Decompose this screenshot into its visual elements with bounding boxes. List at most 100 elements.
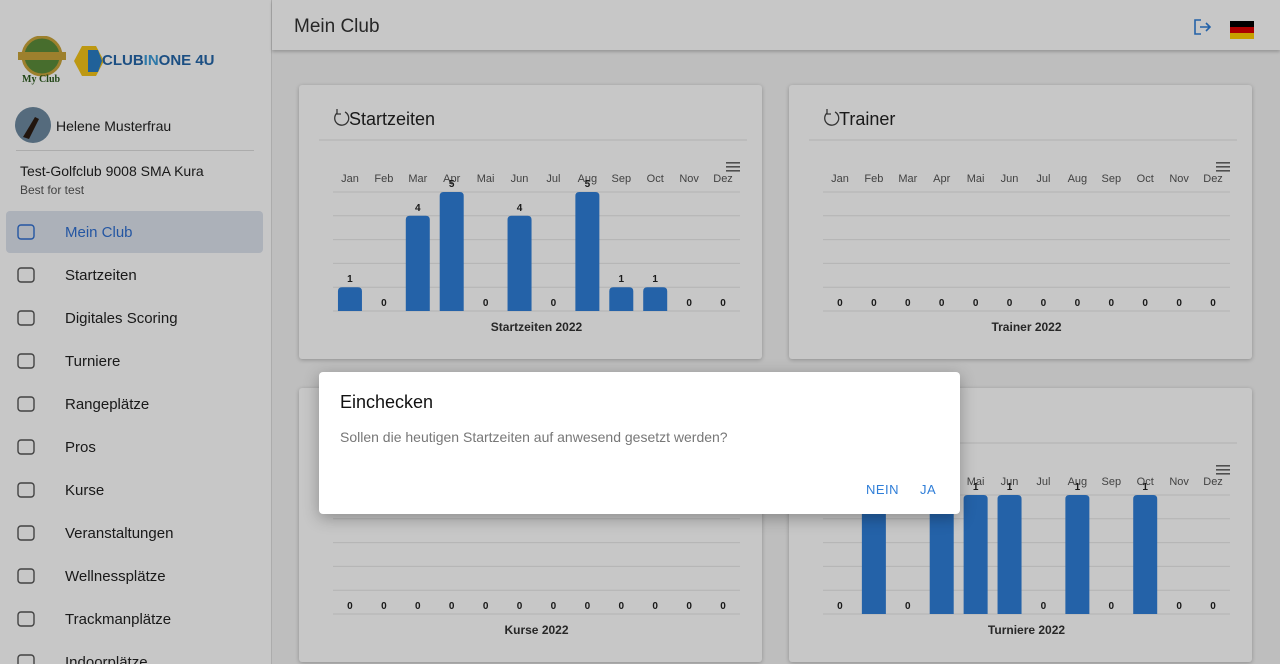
bar xyxy=(439,192,464,311)
menu-label: Startzeiten xyxy=(65,267,137,284)
club-subtitle: Best for test xyxy=(20,183,85,197)
x-tick-label: Jul xyxy=(546,173,560,185)
data-label: 0 xyxy=(1210,298,1216,309)
chart-card: Trainer Jan 0 Feb 0 Mar 0 Apr 0 Mai 0 Jun 0 Jul 0 Aug 0 S… xyxy=(789,85,1252,359)
chart-menu-icon xyxy=(1216,465,1230,467)
menu-item[interactable]: Veranstaltungen xyxy=(6,512,263,554)
menu-item[interactable]: Kurse xyxy=(6,469,263,511)
data-label: 0 xyxy=(939,298,945,309)
logo-badge-text: My Club xyxy=(22,74,61,85)
card-title: Startzeiten xyxy=(349,109,435,129)
x-tick-label: Jun xyxy=(1001,476,1019,488)
data-label: 0 xyxy=(837,298,843,309)
menu-item[interactable]: Rangeplätze xyxy=(6,383,263,425)
card-title: Trainer xyxy=(839,109,895,129)
x-tick-label: Oct xyxy=(1137,476,1154,488)
chart: Trainer Jan 0 Feb 0 Mar 0 Apr 0 Mai 0 Jun 0 Jul 0 Aug 0 S… xyxy=(809,109,1237,334)
menu-item[interactable]: Digitales Scoring xyxy=(6,297,263,339)
x-tick-label: Jul xyxy=(1036,173,1050,185)
x-tick-label: Mai xyxy=(967,173,985,185)
bar xyxy=(1065,495,1090,614)
x-tick-label: Oct xyxy=(1137,173,1154,185)
data-label: 0 xyxy=(871,298,877,309)
menu-icon xyxy=(17,611,35,627)
bar xyxy=(575,192,600,311)
data-label: 0 xyxy=(449,601,455,612)
menu-icon xyxy=(17,439,35,455)
icon-shape xyxy=(17,353,35,369)
menu-label: Pros xyxy=(65,439,96,456)
logo-mark xyxy=(74,46,104,76)
menu-item[interactable]: Trackmanplätze xyxy=(6,598,263,640)
bar xyxy=(1133,495,1158,614)
logo-brand: CLUBINONE 4U xyxy=(102,52,215,69)
data-label: 4 xyxy=(415,203,421,214)
x-tick-label: Mar xyxy=(898,173,917,185)
data-label: 0 xyxy=(517,601,523,612)
x-tick-label: Nov xyxy=(679,173,699,185)
data-label: 0 xyxy=(1142,298,1148,309)
bar xyxy=(643,287,668,311)
x-tick-label: Aug xyxy=(578,173,598,185)
chart-menu-icon xyxy=(726,170,740,172)
data-label: 0 xyxy=(905,601,911,612)
data-label: 0 xyxy=(973,298,979,309)
data-label: 0 xyxy=(1075,298,1081,309)
refresh-icon xyxy=(824,109,840,126)
data-label: 0 xyxy=(619,601,625,612)
menu-label: Mein Club xyxy=(65,224,133,241)
bar xyxy=(929,495,954,614)
chart-menu-icon xyxy=(726,162,740,164)
menu-item[interactable]: Mein Club xyxy=(6,211,263,253)
data-label: 0 xyxy=(1007,298,1013,309)
x-tick-label: Aug xyxy=(1068,173,1088,185)
data-label: 5 xyxy=(585,179,591,190)
icon-shape xyxy=(17,525,35,541)
logout-icon[interactable] xyxy=(1192,17,1212,37)
header: Mein Club xyxy=(272,0,1280,50)
data-label: 1 xyxy=(347,274,353,285)
menu-item[interactable]: Indoorplätze xyxy=(6,641,263,664)
sidebar: My Club CLUBINONE 4U Helene Musterfrau T… xyxy=(0,0,272,664)
bar xyxy=(337,287,362,311)
data-label: 5 xyxy=(449,179,455,190)
x-tick-label: Feb xyxy=(374,173,393,185)
data-label: 1 xyxy=(619,274,625,285)
x-tick-label: Jun xyxy=(1001,173,1019,185)
logo-brand-a: CLUB xyxy=(102,52,144,69)
refresh-icon xyxy=(334,109,350,126)
menu-item[interactable]: Startzeiten xyxy=(6,254,263,296)
chart-menu-icon xyxy=(1216,170,1230,172)
chart-menu-icon xyxy=(1216,469,1230,471)
icon-shape xyxy=(17,310,35,326)
menu-icon xyxy=(17,654,35,664)
x-tick-label: Apr xyxy=(933,173,950,185)
data-label: 1 xyxy=(652,274,658,285)
menu-item[interactable]: Pros xyxy=(6,426,263,468)
data-label: 1 xyxy=(1007,482,1013,493)
data-label: 0 xyxy=(686,298,692,309)
bar xyxy=(997,495,1022,614)
cancel-button[interactable]: NEIN xyxy=(866,482,900,497)
data-label: 1 xyxy=(1075,482,1081,493)
menu-item[interactable]: Wellnessplätze xyxy=(6,555,263,597)
menu-label: Kurse xyxy=(65,482,105,499)
data-label: 0 xyxy=(585,601,591,612)
data-label: 0 xyxy=(837,601,843,612)
x-tick-label: Sep xyxy=(1102,173,1122,185)
menu-label: Trackmanplätze xyxy=(65,611,172,628)
data-label: 0 xyxy=(551,601,557,612)
chart-title: Turniere 2022 xyxy=(988,623,1065,637)
data-label: 0 xyxy=(686,601,692,612)
menu-item[interactable]: Turniere xyxy=(6,340,263,382)
x-tick-label: Sep xyxy=(1102,476,1122,488)
data-label: 1 xyxy=(973,482,979,493)
bar xyxy=(507,215,532,311)
menu-label: Veranstaltungen xyxy=(65,525,174,542)
confirm-button[interactable]: JA xyxy=(920,482,937,497)
user-name: Helene Musterfrau xyxy=(56,118,172,134)
data-label: 0 xyxy=(720,601,726,612)
language-flag[interactable] xyxy=(1230,21,1254,39)
x-tick-label: Apr xyxy=(443,173,460,185)
